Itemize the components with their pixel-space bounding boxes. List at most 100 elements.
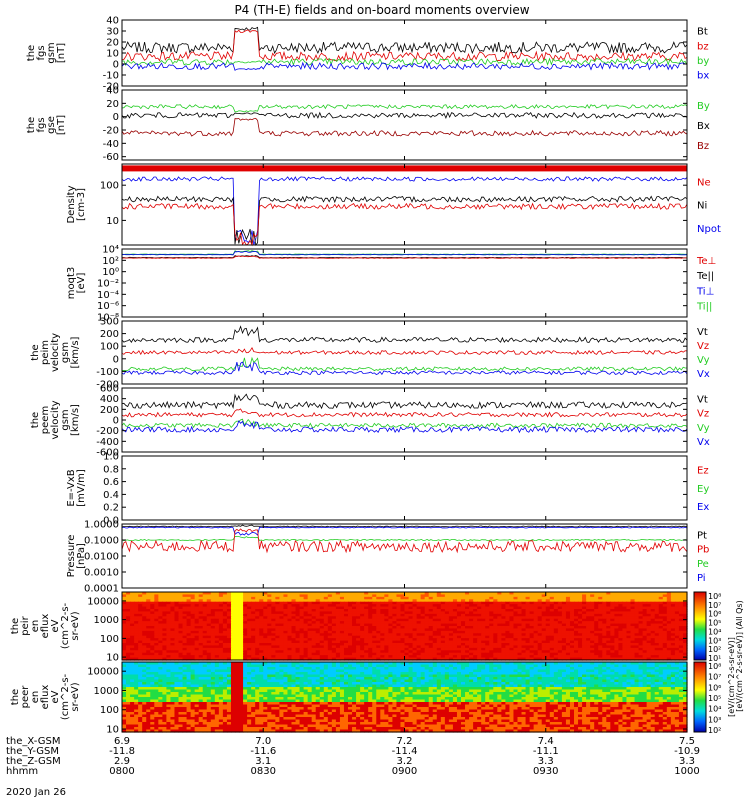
ytick-label-peir-eflux: 1000 (94, 615, 119, 626)
legend-density-Ni: Ni (697, 201, 707, 212)
series-density-Npot (121, 176, 688, 246)
legend-efield-Ez: Ez (697, 466, 709, 477)
ylabel-line-fgs-gse: [nT] (56, 115, 67, 135)
ylabel-density: Density [cm-3] (66, 185, 87, 223)
ytick-label-moqt3: 10⁴ (102, 245, 119, 256)
series-peem-velocity-Vy (121, 418, 688, 429)
frame-efield (121, 455, 688, 521)
ytick-label-fgs-gsm: 40 (106, 16, 119, 27)
ylabel-fgs-gsm: the fgs gsm [nT] (26, 42, 67, 63)
ylabel-line-peim-velocity: peim (40, 340, 51, 365)
ytick-label-peim-velocity: 200 (100, 329, 119, 340)
legend-fgs-gsm-bz: bz (697, 41, 709, 52)
colorbar-tick-0: 10¹ (708, 654, 721, 663)
series-peem-velocity-Vt (121, 393, 688, 410)
ytick-label-efield: 0.8 (103, 464, 119, 475)
colorbar-tick-0: 10³ (708, 636, 721, 645)
ylabel-line-peir-eflux: sr-eV) (70, 611, 81, 640)
ytick-label-moqt3: 10² (102, 256, 119, 267)
legend-moqt3-Ti⊥: Ti⊥ (696, 286, 714, 297)
ylabel-line-peim-velocity: velocity (50, 333, 61, 372)
colorbar-tick-0: 10⁸ (708, 592, 721, 601)
ytick-label-peim-velocity: 0 (113, 354, 119, 365)
series-moqt3-Te|| (121, 255, 688, 259)
legend-fgs-gsm-by: by (697, 56, 709, 67)
series-peim-velocity-Vy (121, 356, 687, 372)
legend-fgs-gse-Bz: Bz (697, 141, 709, 152)
series-moqt3-Ti⊥ (121, 250, 688, 256)
ylabel-line-peir-eflux: the (10, 618, 21, 634)
series-peim-velocity-Vz (121, 346, 688, 356)
x-axis: the_X-GSM 6.9 7.0 7.2 7.4 7.5 the_Y-GSM -11.8 -1… (6, 736, 700, 777)
xaxis-value: 3.1 (255, 756, 271, 767)
ytick-label-moqt3: 10⁻⁸ (97, 313, 119, 324)
xaxis-value: 3.3 (538, 756, 554, 767)
ylabel-line-peir-eflux: peir (20, 615, 31, 635)
frame-fgs-gsm (121, 19, 688, 87)
ylabel-line-fgs-gse: gse (46, 116, 57, 134)
ytick-label-efield: 0.2 (103, 503, 119, 514)
ylabel-line-peem-velocity: the (30, 412, 41, 428)
ylabel-line-peer-eflux: eflux (40, 685, 51, 710)
frame-pressure (121, 523, 688, 589)
legend-moqt3-Te||: Te|| (696, 271, 714, 282)
ylabel-line-peim-velocity: [km/s] (70, 336, 81, 368)
ytick-label-peir-eflux: 100 (100, 634, 119, 645)
ylabel-fgs-gse: the fgs gse [nT] (26, 115, 67, 135)
xaxis-value: -11.4 (392, 746, 418, 757)
xaxis-value: 6.9 (114, 736, 130, 747)
colorbar-tick-0: 10⁵ (708, 619, 721, 628)
series-moqt3-Te⊥ (121, 255, 687, 259)
xaxis-value: 0800 (109, 766, 134, 777)
legend-peem-velocity-Vx: Vx (697, 437, 710, 448)
series-fgs-gse-By (121, 104, 688, 113)
xaxis-value: -11.8 (109, 746, 135, 757)
legend-peem-velocity-Vz: Vz (697, 409, 709, 420)
ylabel-line-peer-eflux: the (10, 689, 21, 705)
ylabel-line-fgs-gsm: [nT] (56, 43, 67, 63)
legend-density-Npot: Npot (697, 224, 721, 235)
ytick-label-peem-velocity: -200 (96, 426, 119, 437)
ytick-label-fgs-gsm: 0 (113, 60, 119, 71)
ylabel-line-peer-eflux: peer (20, 685, 31, 709)
ylabel-moqt3: moqt3 [eV] (66, 267, 87, 300)
colorbar-tick-0: 10⁶ (708, 610, 721, 619)
ylabel-line-peir-eflux: eflux (40, 614, 51, 639)
series-pressure-Pb (121, 528, 688, 554)
ytick-label-pressure: 0.1000 (84, 536, 119, 547)
ylabel-peir-eflux: the peir en eflux eV (cm^2-s-sr-eV) (10, 602, 81, 649)
ytick-label-peem-velocity: -400 (96, 437, 119, 448)
panel-density: 100 10 Density [cm-3] Ne Ni Npot (66, 163, 721, 247)
series-fgs-gsm-bz (121, 29, 688, 62)
ylabel-line-moqt3: moqt3 (66, 267, 77, 300)
legend-moqt3-Ti||: Ti|| (696, 301, 712, 312)
colorbar-label-0: [eV/(cm^2-s-sr-eV)] (All Qs) (735, 600, 744, 711)
series-peem-velocity-Vx (121, 420, 688, 434)
ylabel-line-peir-eflux: eV (50, 619, 61, 632)
ytick-label-fgs-gsm: 10 (106, 49, 119, 60)
series-fgs-gsm-bx (121, 61, 688, 71)
panel-fgs-gse: 40 20 0 -20 -40 -60 the fgs gse [nT] By Bx Bz (26, 86, 710, 164)
series-peim-velocity-Vt (121, 325, 688, 344)
legend-fgs-gsm-bx: bx (697, 71, 709, 82)
legend-pressure-Pt: Pt (697, 530, 707, 541)
ylabel-line-efield: E=-VxB (66, 469, 77, 506)
ylabel-line-fgs-gse: fgs (36, 117, 47, 132)
colorbar-tick-0: 10⁷ (708, 601, 721, 610)
ytick-label-peim-velocity: -200 (96, 380, 119, 391)
ylabel-line-peer-eflux: en (30, 691, 41, 704)
ylabel-line-fgs-gsm: gsm (46, 42, 57, 63)
legend-fgs-gsm-Bt: Bt (697, 27, 708, 38)
xaxis-row-label: hhmm (6, 766, 38, 777)
series-peem-velocity-Vz (121, 408, 688, 418)
legend-fgs-gse-Bx: Bx (697, 121, 710, 132)
ytick-label-peem-velocity: 0 (113, 416, 119, 427)
ylabel-line-efield: [mV/m] (76, 469, 87, 507)
ylabel-pressure: Pressure [nPa] (66, 535, 87, 578)
